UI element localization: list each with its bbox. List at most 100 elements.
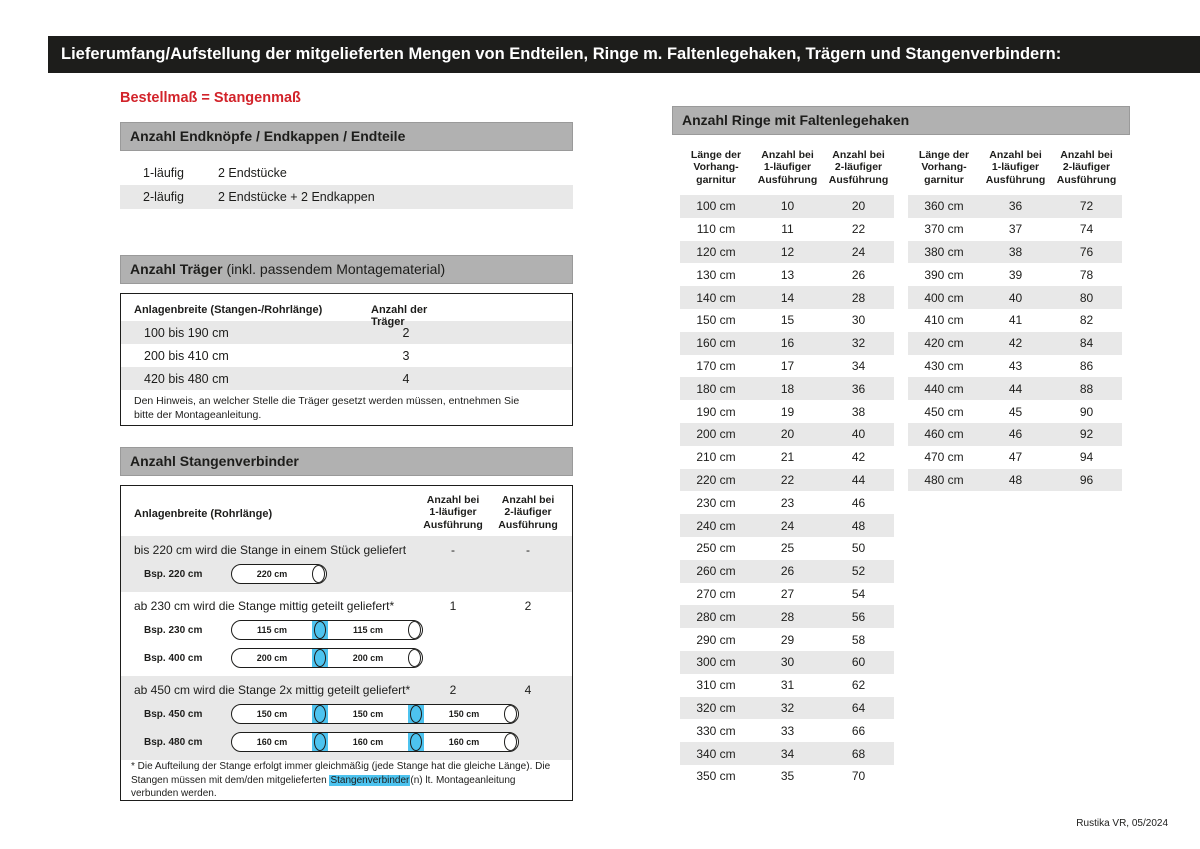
page-footer: Rustika VR, 05/2024 — [1076, 818, 1168, 829]
rod-example: Bsp. 400 cm 200 cm 200 cm — [121, 644, 572, 672]
traeger-row: 420 bis 480 cm 4 — [121, 367, 572, 390]
ring-count-1laeufig: 34 — [780, 746, 795, 761]
ring-count-2laeufig: 80 — [1079, 290, 1094, 305]
verbinder-footnote-highlight: Stangenverbinder — [329, 774, 411, 786]
traeger-count: 4 — [402, 371, 410, 386]
ring-count-1laeufig: 25 — [780, 541, 795, 556]
rod-example: Bsp. 230 cm 115 cm 115 cm — [121, 616, 572, 644]
ring-count-1laeufig: 35 — [780, 769, 795, 784]
traeger-section-header-normal: (inkl. passendem Montagematerial) — [222, 261, 446, 277]
ring-length: 120 cm — [696, 244, 736, 259]
traeger-range: 420 bis 480 cm — [144, 371, 229, 386]
ring-row: 440 cm 44 88 — [908, 377, 1122, 401]
ring-row: 350 cm 35 70 — [680, 765, 894, 788]
ring-count-1laeufig: 48 — [1008, 472, 1023, 487]
ring-count-2laeufig: 38 — [851, 404, 866, 419]
rod-example: Bsp. 220 cm 220 cm — [121, 560, 572, 588]
rod-connector-icon — [312, 733, 328, 751]
verbinder-col-2laeufig-header: Anzahl bei 2-läufiger Ausführung — [498, 494, 558, 531]
ring-count-2laeufig: 48 — [851, 518, 866, 533]
ring-count-1laeufig: 41 — [1008, 313, 1023, 328]
ring-row: 390 cm 39 78 — [908, 263, 1122, 286]
ring-length: 290 cm — [696, 632, 736, 647]
ring-count-2laeufig: 94 — [1079, 450, 1094, 465]
ring-row: 170 cm 17 34 — [680, 355, 894, 378]
rod-example: Bsp. 450 cm 150 cm 150 cm 150 cm — [121, 700, 572, 728]
ring-length: 340 cm — [696, 746, 736, 761]
ring-row: 130 cm 13 26 — [680, 263, 894, 286]
ring-count-1laeufig: 28 — [780, 609, 795, 624]
verbinder-count-1laeufig: 1 — [449, 599, 457, 613]
rod-example-label: Bsp. 400 cm — [144, 652, 203, 664]
ring-length: 220 cm — [696, 472, 736, 487]
ring-length: 150 cm — [696, 313, 736, 328]
endteile-section-header: Anzahl Endknöpfe / Endkappen / Endteile — [120, 122, 573, 151]
rod-illustration: 220 cm — [231, 564, 327, 584]
ring-count-1laeufig: 29 — [780, 632, 795, 647]
rod-segment-label: 150 cm — [352, 709, 384, 719]
ring-count-2laeufig: 62 — [851, 678, 866, 693]
ring-row: 430 cm 43 86 — [908, 355, 1122, 378]
rod-segment-label: 160 cm — [256, 737, 288, 747]
ring-count-1laeufig: 31 — [780, 678, 795, 693]
ring-count-1laeufig: 27 — [780, 586, 795, 601]
ring-count-2laeufig: 20 — [851, 199, 866, 214]
rod-connector-icon — [312, 621, 328, 639]
ring-count-1laeufig: 46 — [1008, 427, 1023, 442]
ring-row: 270 cm 27 54 — [680, 583, 894, 606]
verbinder-count-1laeufig: - — [451, 543, 455, 557]
rod-connector-icon — [408, 705, 424, 723]
verbinder-group: ab 450 cm wird die Stange 2x mittig gete… — [121, 676, 572, 760]
ring-row: 480 cm 48 96 — [908, 468, 1122, 492]
ring-col-length-header: Länge der Vorhang- garnitur — [690, 149, 742, 186]
ring-length: 390 cm — [924, 267, 964, 282]
ring-count-1laeufig: 11 — [781, 222, 794, 237]
ring-length: 200 cm — [696, 427, 736, 442]
ring-count-1laeufig: 18 — [780, 381, 795, 396]
ring-length: 430 cm — [924, 358, 964, 373]
ring-count-1laeufig: 37 — [1008, 222, 1023, 237]
traeger-count: 2 — [402, 325, 410, 340]
ring-count-2laeufig: 60 — [851, 655, 866, 670]
traeger-section-header: Anzahl Träger (inkl. passendem Montagema… — [120, 255, 573, 284]
ring-count-2laeufig: 56 — [851, 609, 866, 624]
rod-illustration: 150 cm 150 cm 150 cm — [231, 704, 519, 724]
ring-count-1laeufig: 43 — [1008, 358, 1023, 373]
rod-segment-label: 150 cm — [256, 709, 288, 719]
ring-row: 100 cm 10 20 — [680, 195, 894, 218]
ring-count-1laeufig: 10 — [780, 199, 795, 214]
endteile-table-body: 1-läufig 2 Endstücke 2-läufig 2 Endstücke +… — [120, 161, 573, 209]
endteile-row: 1-läufig 2 Endstücke — [120, 161, 573, 185]
ring-count-2laeufig: 70 — [851, 769, 866, 784]
traeger-column-headers: Anlagenbreite (Stangen-/Rohrlänge) Anzah… — [121, 294, 572, 328]
ring-row: 180 cm 18 36 — [680, 377, 894, 401]
ring-count-2laeufig: 44 — [851, 472, 866, 487]
ring-row: 120 cm 12 24 — [680, 240, 894, 264]
verbinder-footnote-pre: * Die Aufteilung der Stange erfolgt imme… — [131, 761, 551, 786]
ring-row: 460 cm 46 92 — [908, 422, 1122, 446]
ring-length: 110 cm — [696, 222, 736, 237]
ring-count-1laeufig: 38 — [1008, 244, 1023, 259]
verbinder-group-text-row: ab 450 cm wird die Stange 2x mittig gete… — [121, 680, 572, 700]
verbinder-group-desc: ab 230 cm wird die Stange mittig geteilt… — [134, 599, 395, 613]
ring-length: 330 cm — [696, 723, 736, 738]
ring-col-1laeufig-header: Anzahl bei 1-läufiger Ausführung — [757, 149, 818, 186]
ring-row: 250 cm 25 50 — [680, 537, 894, 560]
ring-length: 300 cm — [696, 655, 736, 670]
traeger-range: 100 bis 190 cm — [144, 325, 229, 340]
ring-count-2laeufig: 54 — [851, 586, 866, 601]
ring-col-length-header: Länge der Vorhang- garnitur — [918, 149, 970, 186]
ring-row: 340 cm 34 68 — [680, 742, 894, 765]
ring-count-1laeufig: 42 — [1008, 336, 1023, 351]
ring-length: 270 cm — [696, 586, 736, 601]
ring-length: 250 cm — [696, 541, 736, 556]
rod-end-cap-icon — [408, 649, 422, 667]
ring-length: 230 cm — [696, 495, 736, 510]
rod-illustration: 115 cm 115 cm — [231, 620, 423, 640]
ringe-section-header: Anzahl Ringe mit Faltenlegehaken — [672, 106, 1130, 135]
ring-row: 260 cm 26 52 — [680, 559, 894, 583]
traeger-rows: 100 bis 190 cm 2 200 bis 410 cm 3 420 bis 48… — [121, 321, 572, 390]
verbinder-group-text-row: ab 230 cm wird die Stange mittig geteilt… — [121, 596, 572, 616]
endteile-content: 2 Endstücke + 2 Endkappen — [218, 190, 375, 204]
rod-illustration: 160 cm 160 cm 160 cm — [231, 732, 519, 752]
